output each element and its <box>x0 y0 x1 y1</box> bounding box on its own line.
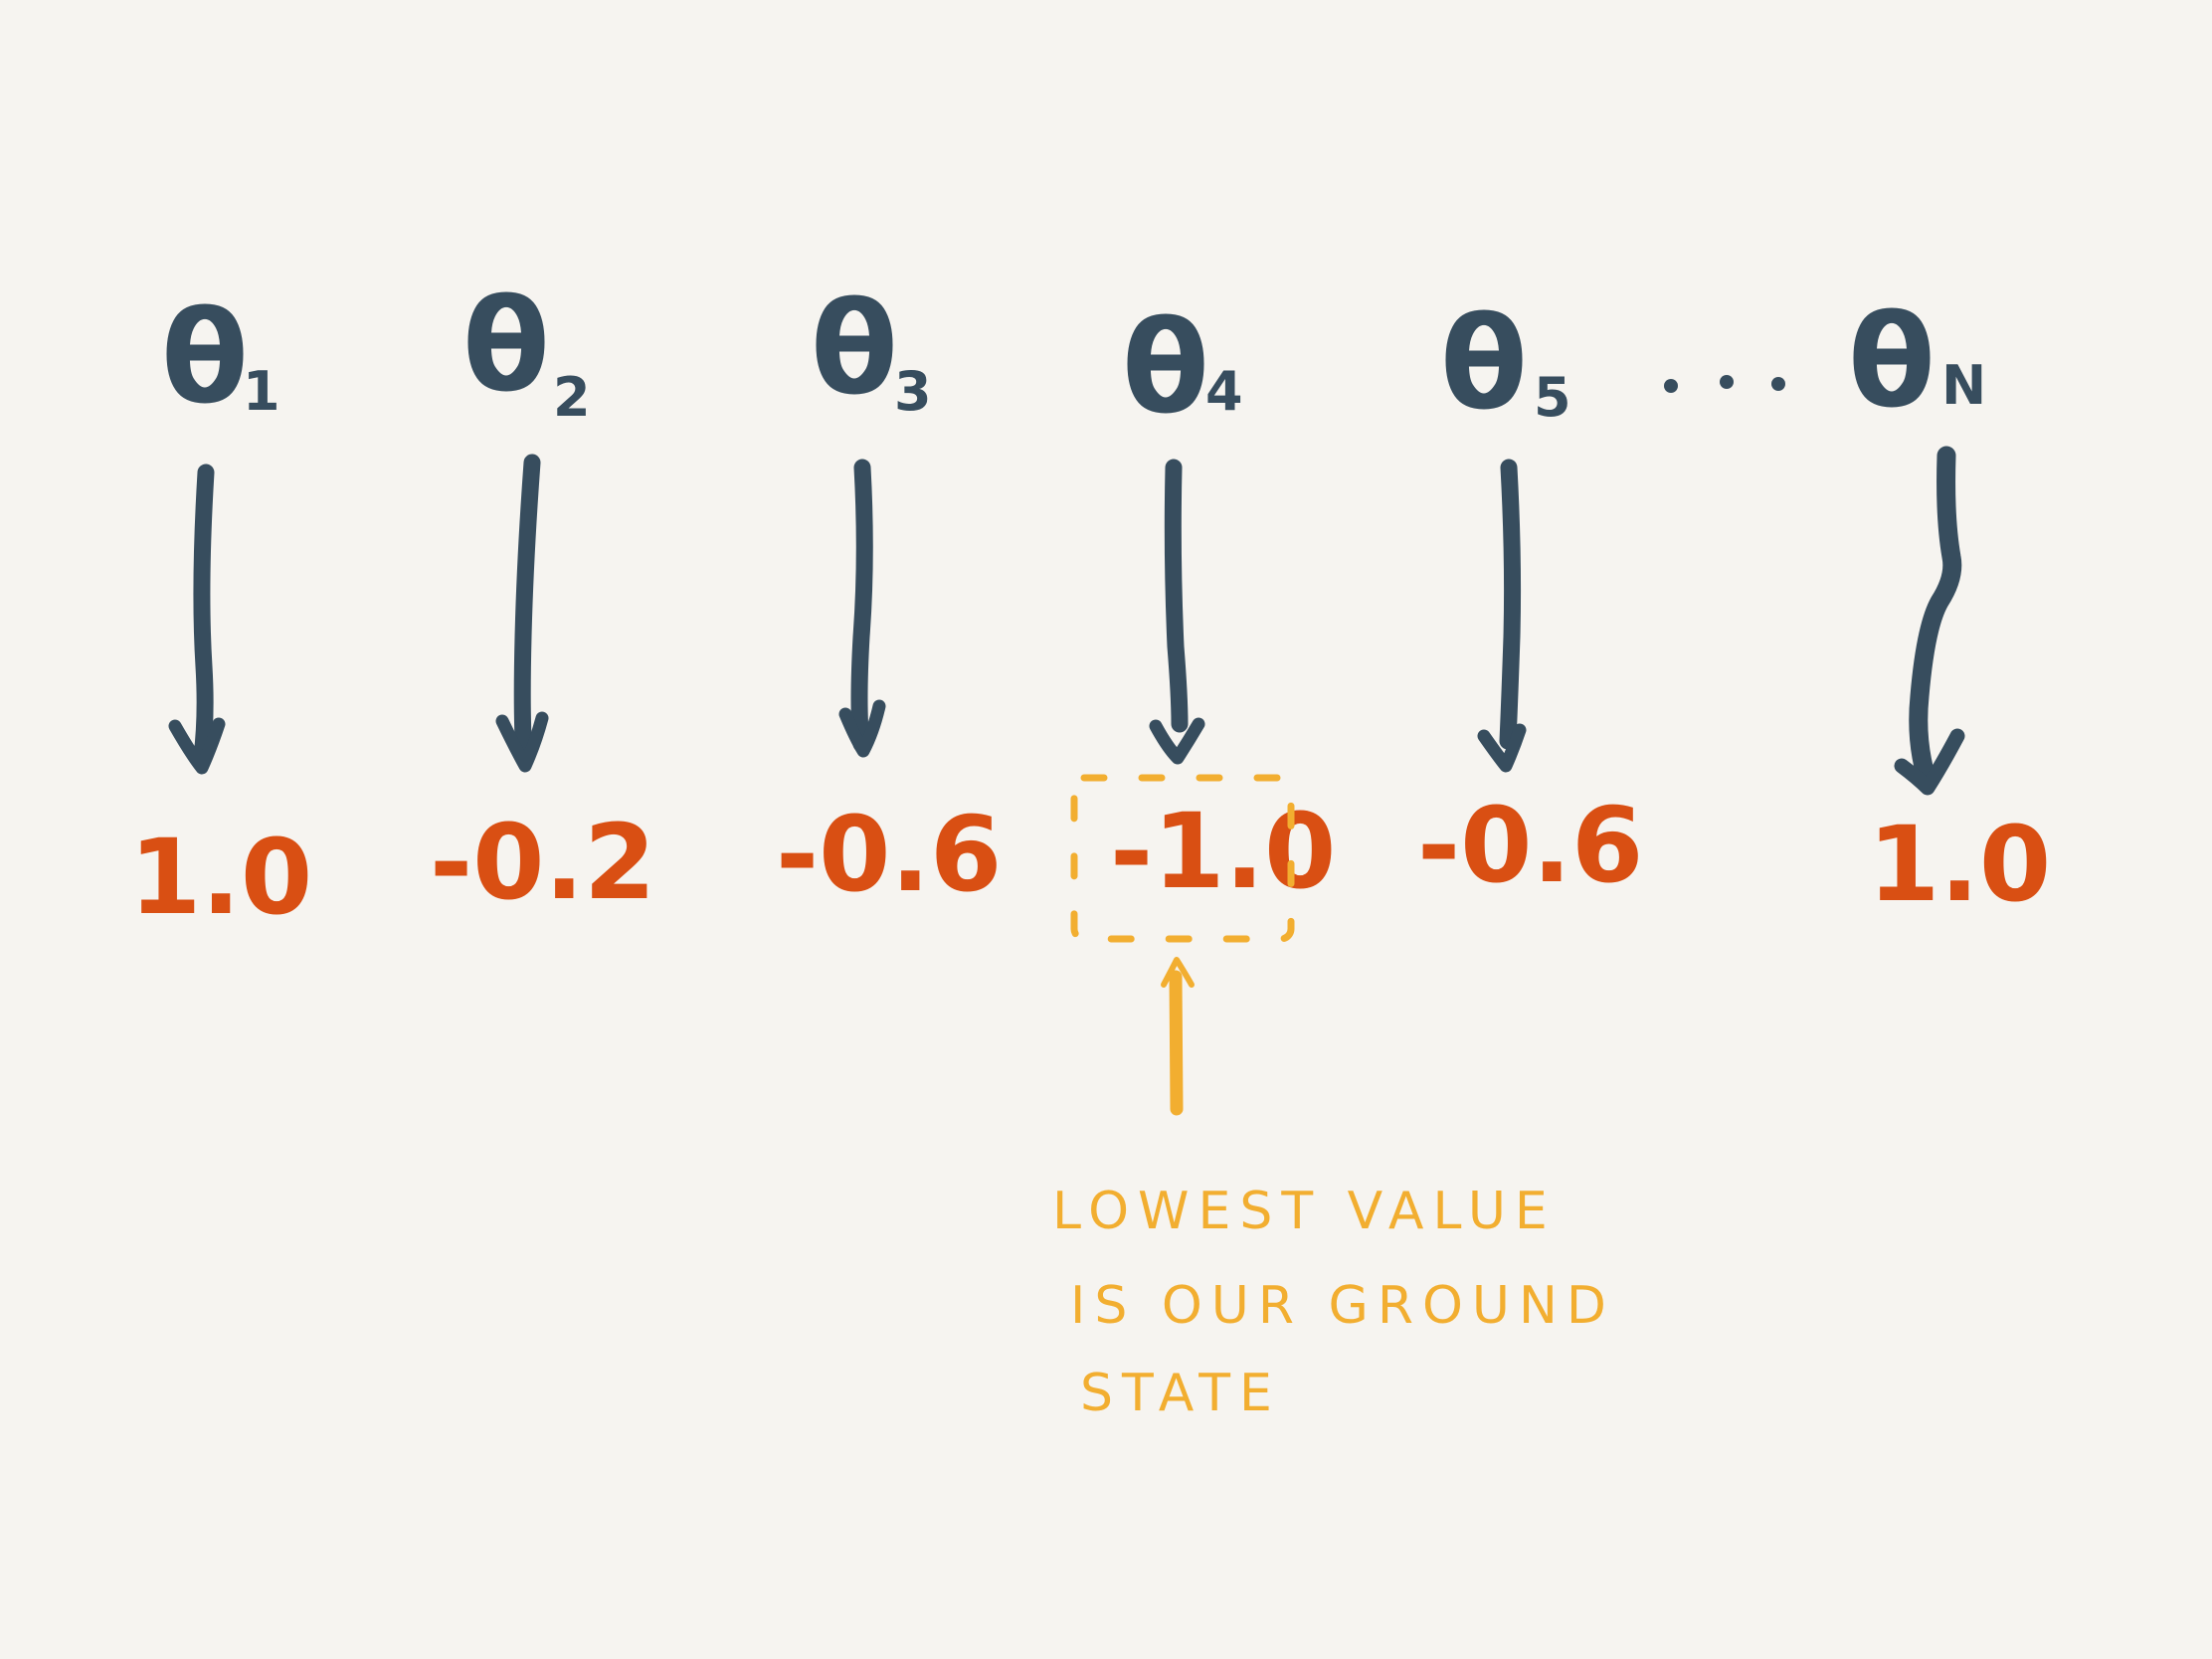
highlight-box <box>1070 774 1295 943</box>
down-arrow-shaft <box>850 459 873 753</box>
parameter-subscript: 4 <box>1205 360 1243 423</box>
down-arrow-head <box>1149 717 1205 765</box>
parameter-symbol: θ <box>1122 294 1209 443</box>
annotation-line: STATE <box>1080 1364 1281 1423</box>
parameter-symbol: θ <box>161 284 249 433</box>
parameter-symbol: θ <box>1440 290 1528 439</box>
parameter-subscript: 3 <box>894 360 932 423</box>
parameter-subscript: 1 <box>243 360 280 423</box>
value-label: -0.6 <box>776 794 1002 915</box>
down-arrow-head <box>1477 723 1527 773</box>
annotation: LOWEST VALUE IS OUR GROUND STATE <box>1052 1182 1615 1423</box>
annotation-line: IS OUR GROUND <box>1070 1276 1615 1336</box>
parameter-subscript: 5 <box>1534 366 1571 429</box>
column-5: θ 5 -0.6 <box>1417 290 1643 906</box>
ellipsis-dot <box>1664 379 1678 393</box>
down-arrow-shaft <box>1499 459 1522 750</box>
down-arrow-shaft <box>1164 459 1189 733</box>
ellipsis <box>1664 375 1785 393</box>
ellipsis-dot <box>1771 377 1785 391</box>
column-n: θ N 1.0 <box>1848 288 2051 925</box>
column-4: θ 4 -1.0 <box>1070 294 1336 943</box>
column-2: θ 2 -0.2 <box>430 273 655 923</box>
down-arrow-shaft <box>513 454 541 765</box>
down-arrow-head <box>1894 728 1965 796</box>
down-arrow-head <box>838 699 886 758</box>
parameter-symbol: θ <box>811 276 898 424</box>
value-label: -1.0 <box>1110 791 1336 912</box>
down-arrow-shaft <box>193 463 215 765</box>
down-arrow-shaft <box>1909 446 1962 781</box>
value-label: 1.0 <box>129 817 312 938</box>
up-arrow-head <box>1161 957 1195 988</box>
value-label: -0.6 <box>1417 785 1643 906</box>
parameter-subscript: 2 <box>553 366 591 429</box>
up-arrow-shaft <box>1169 970 1184 1116</box>
value-label: 1.0 <box>1868 804 2051 925</box>
annotation-line: LOWEST VALUE <box>1052 1182 1557 1241</box>
column-1: θ 1 1.0 <box>129 284 312 938</box>
parameter-subscript: N <box>1941 354 1986 417</box>
down-arrow-head <box>495 711 549 773</box>
pointer-arrow <box>1161 957 1195 1116</box>
parameter-symbol: θ <box>1848 288 1936 437</box>
value-label: -0.2 <box>430 802 655 923</box>
column-3: θ 3 -0.6 <box>776 276 1002 915</box>
ellipsis-dot <box>1720 375 1734 389</box>
parameter-symbol: θ <box>462 273 550 421</box>
down-arrow-head <box>168 717 226 775</box>
